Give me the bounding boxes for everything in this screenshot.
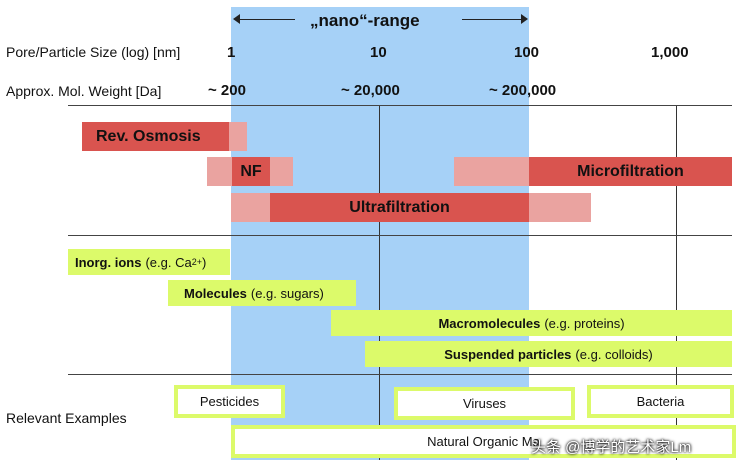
microfiltration-label: Microfiltration — [577, 162, 684, 180]
example-viruses: Viruses — [394, 387, 575, 420]
inorganic-ions-detail: (e.g. Ca — [145, 254, 192, 270]
inorganic-ions-name: Inorg. ions — [75, 254, 142, 270]
inorganic-ions-bar: Inorg. ions (e.g. Ca 2+) — [68, 249, 230, 275]
ultrafiltration-bar: Ultrafiltration — [270, 193, 529, 222]
nano-range-arrow-right — [462, 19, 524, 20]
mw-tick-200000: ~ 200,000 — [489, 82, 557, 99]
nf-label: NF — [240, 162, 262, 180]
arrow-left-icon — [233, 14, 240, 24]
microfiltration-bar: Microfiltration — [529, 157, 732, 186]
nano-range-title: „nano“-range — [310, 11, 420, 30]
example-bacteria: Bacteria — [587, 385, 734, 418]
watermark: 头条 @博学的艺术家Lm — [531, 439, 692, 456]
example-natural-organic-matter: Natural Organic Ma — [231, 425, 736, 458]
nano-range-arrow-left — [235, 19, 295, 20]
size-tick-1000: 1,000 — [651, 44, 689, 61]
molecules-bar: Molecules (e.g. sugars) — [168, 280, 356, 306]
mol-weight-label: Approx. Mol. Weight [Da] — [6, 83, 162, 99]
ultrafiltration-label: Ultrafiltration — [349, 198, 450, 216]
molecules-detail: (e.g. sugars) — [250, 285, 324, 301]
example-nom-label: Natural Organic Ma — [427, 434, 540, 449]
example-viruses-label: Viruses — [462, 396, 507, 411]
gridline-10nm — [379, 105, 380, 460]
rev-osmosis-label: Rev. Osmosis — [96, 127, 201, 145]
mw-tick-200: ~ 200 — [208, 82, 246, 99]
example-pesticides: Pesticides — [174, 385, 285, 418]
suspended-particles-bar: Suspended particles (e.g. colloids) — [365, 341, 732, 367]
example-pesticides-label: Pesticides — [199, 394, 260, 409]
suspended-particles-name: Suspended particles — [444, 346, 572, 362]
inorganic-ions-charge: 2+ — [191, 257, 202, 267]
rev-osmosis-bar: Rev. Osmosis — [82, 122, 229, 151]
macromolecules-bar: Macromolecules (e.g. proteins) — [331, 310, 732, 336]
pore-size-label: Pore/Particle Size (log) [nm] — [6, 44, 181, 60]
macromolecules-detail: (e.g. proteins) — [544, 315, 625, 331]
microfiltration-range-extension — [454, 157, 530, 186]
suspended-particles-detail: (e.g. colloids) — [575, 346, 653, 362]
size-tick-10: 10 — [370, 44, 387, 61]
example-bacteria-label: Bacteria — [636, 394, 685, 409]
rev-osmosis-range-extension — [228, 122, 247, 151]
header-separator — [68, 105, 732, 106]
molecules-name: Molecules — [184, 285, 247, 301]
arrow-right-icon — [521, 14, 528, 24]
size-tick-1: 1 — [227, 44, 236, 61]
particle-separator — [68, 374, 732, 375]
gridline-1000nm — [676, 105, 677, 460]
inorganic-ions-detail-end: ) — [201, 254, 207, 270]
size-tick-100: 100 — [514, 44, 540, 61]
mw-tick-20000: ~ 20,000 — [341, 82, 400, 99]
nf-bar: NF — [232, 157, 270, 186]
process-separator — [68, 235, 732, 236]
macromolecules-name: Macromolecules — [438, 315, 541, 331]
relevant-examples-label: Relevant Examples — [6, 410, 127, 426]
nano-range-band — [231, 7, 529, 460]
